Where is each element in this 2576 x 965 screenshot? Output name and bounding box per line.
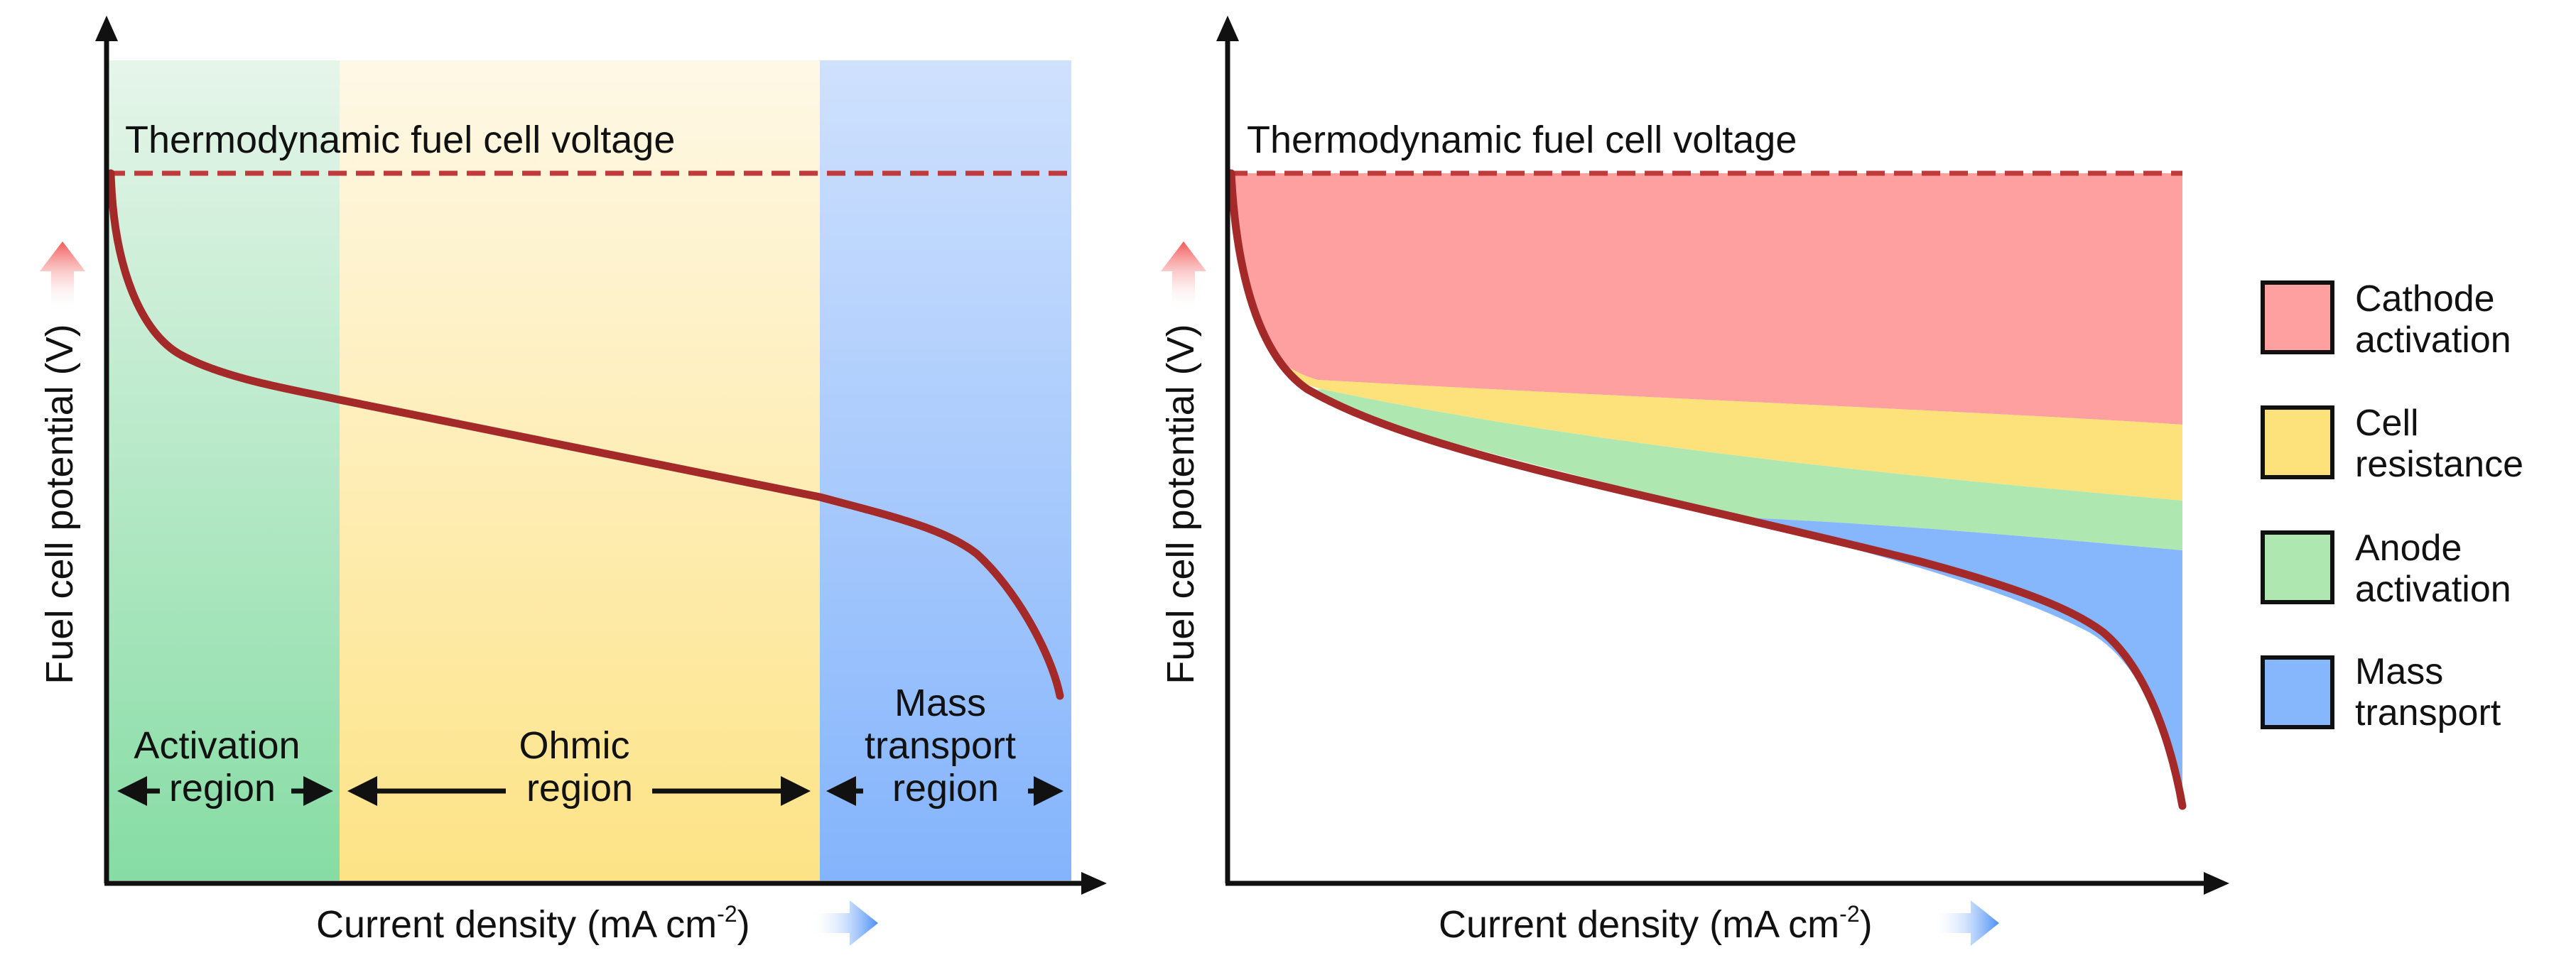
activation-region-band: [107, 60, 340, 881]
legend-item-cathode-activation: Cathode activation: [2261, 278, 2511, 361]
ohmic-region-label: Ohmic region: [519, 724, 640, 809]
left-axes: [104, 36, 1087, 886]
legend-swatch: [2261, 655, 2334, 729]
legend: Cathode activation Cell resistance Anode…: [2261, 278, 2523, 734]
increasing-potential-arrow-icon: [40, 241, 85, 311]
right-axes: [1225, 36, 2209, 886]
legend-swatch: [2261, 530, 2334, 604]
increasing-current-arrow-icon: [1931, 900, 1999, 946]
polarization-curve: [107, 169, 1064, 700]
mass-transport-region-band: [820, 60, 1071, 881]
legend-swatch: [2261, 405, 2334, 479]
left-y-axis-label: Fuel cell potential (V): [38, 324, 81, 684]
legend-swatch: [2261, 280, 2334, 354]
anode-activation-area: [1293, 383, 2182, 550]
right-x-axis-label: Current density (mA cm-2): [1439, 901, 1873, 946]
thermodynamic-voltage-label: Thermodynamic fuel cell voltage: [1247, 119, 1797, 161]
cell-resistance-area: [1272, 351, 2182, 501]
left-x-axis-label: Current density (mA cm-2): [316, 901, 750, 946]
legend-item-cell-resistance: Cell resistance: [2261, 403, 2523, 485]
ohmic-region-band: [340, 60, 820, 881]
activation-region-label: Activation region: [134, 724, 310, 809]
right-y-axis-label: Fuel cell potential (V): [1159, 324, 1202, 684]
mass-transport-area: [1733, 517, 2182, 802]
cathode-activation-area: [1229, 173, 2182, 425]
left-x-axis-arrowhead: [1081, 872, 1107, 895]
increasing-potential-arrow-icon: [1161, 241, 1206, 311]
right-x-axis-arrowhead: [2204, 872, 2229, 895]
left-y-axis-arrowhead: [95, 16, 118, 41]
increasing-current-arrow-icon: [810, 900, 878, 946]
legend-item-anode-activation: Anode activation: [2261, 528, 2511, 610]
thermodynamic-voltage-label: Thermodynamic fuel cell voltage: [125, 119, 675, 161]
legend-item-mass-transport: Mass transport: [2261, 651, 2501, 734]
legend-label: Cathode activation: [2355, 278, 2511, 361]
polarization-curve: [1227, 169, 2187, 810]
mass-transport-region-label: Mass transport region: [865, 682, 1027, 809]
left-panel: Thermodynamic fuel cell voltage Activati…: [38, 16, 1107, 946]
legend-label: Anode activation: [2355, 528, 2511, 610]
right-y-axis-arrowhead: [1216, 16, 1239, 41]
legend-label: Cell resistance: [2355, 403, 2523, 485]
right-panel: Thermodynamic fuel cell voltage Fuel cel…: [1159, 16, 2229, 946]
legend-label: Mass transport: [2355, 651, 2501, 734]
